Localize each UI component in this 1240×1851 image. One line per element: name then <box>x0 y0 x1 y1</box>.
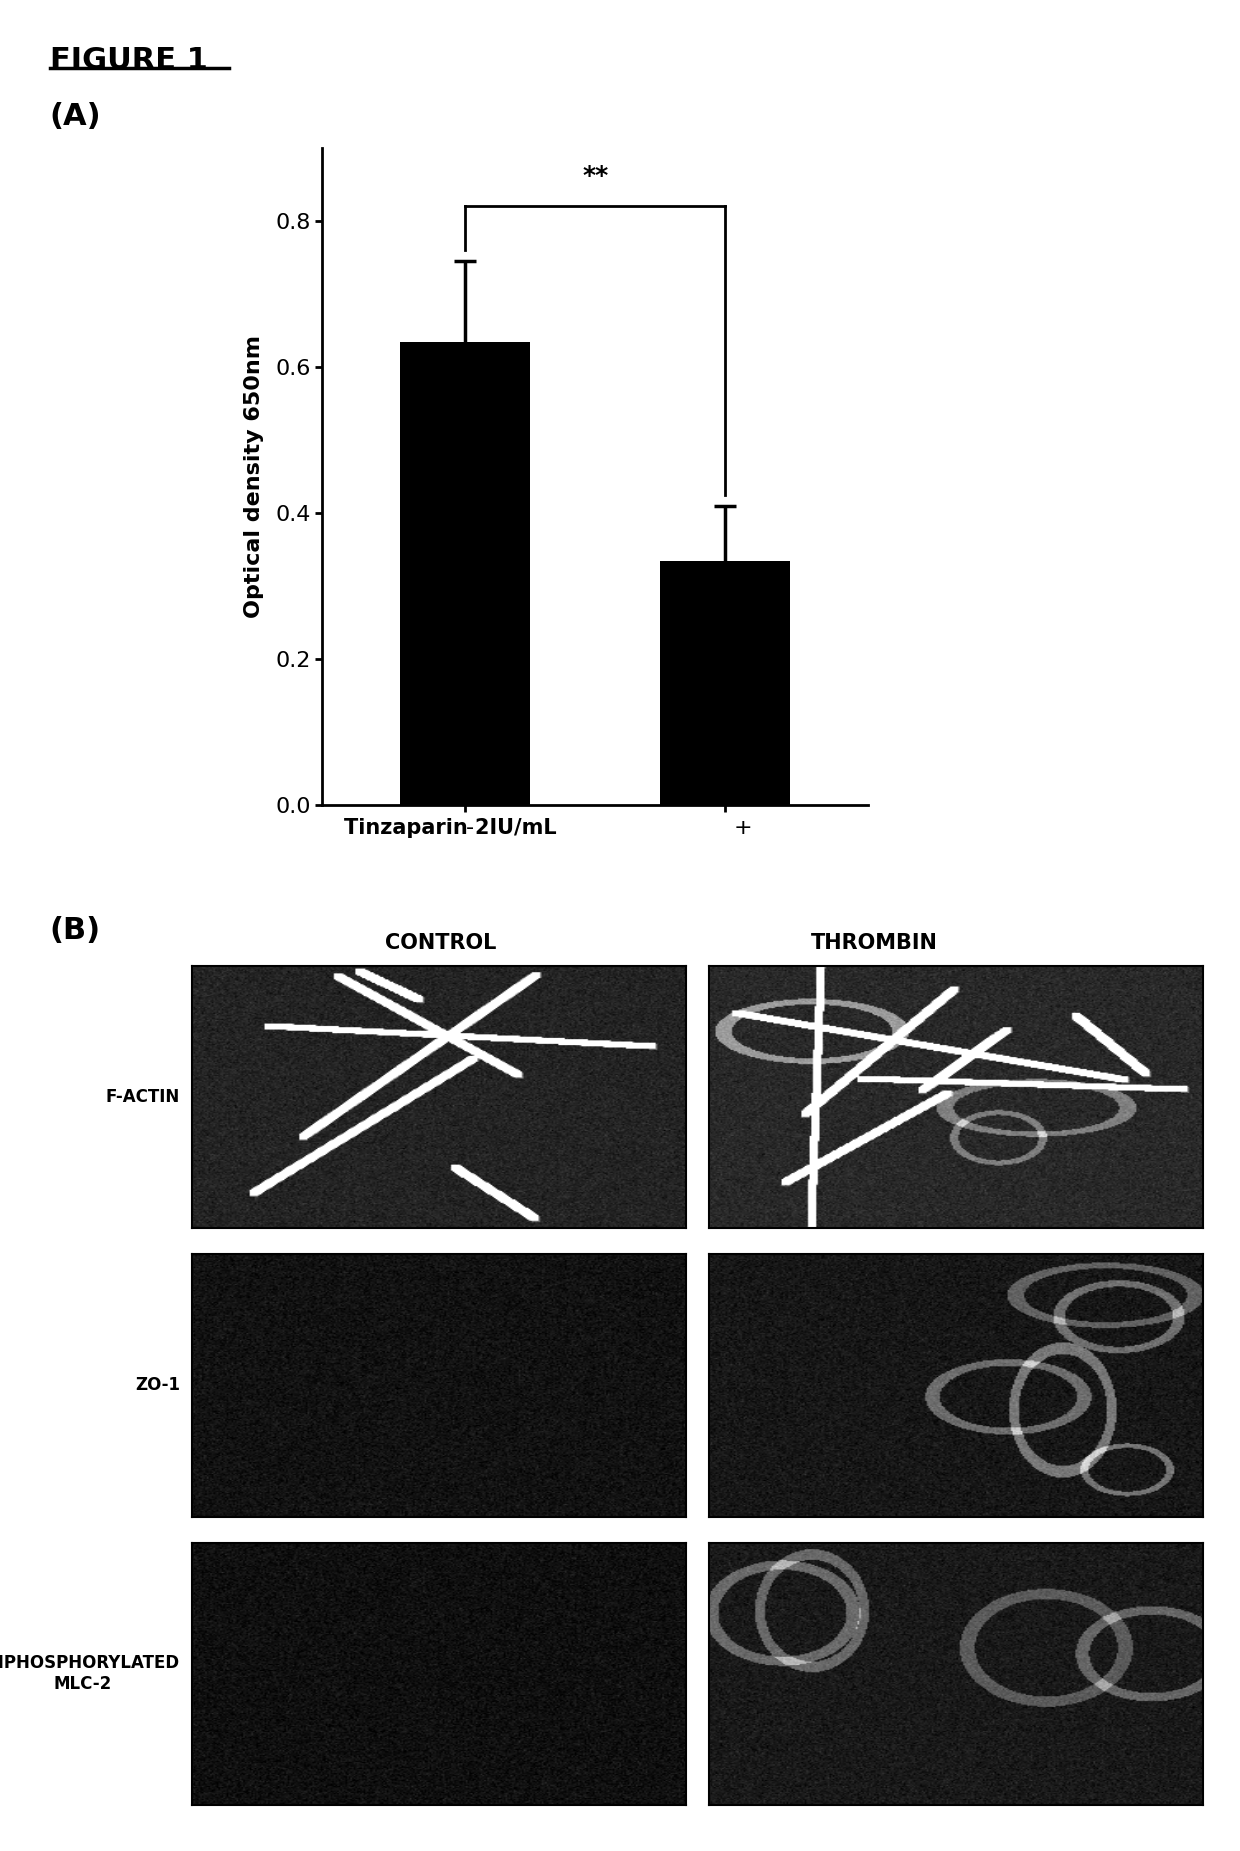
Text: THROMBIN: THROMBIN <box>811 933 937 953</box>
Text: (B): (B) <box>50 916 100 946</box>
Text: FIGURE 1: FIGURE 1 <box>50 46 207 76</box>
Text: (A): (A) <box>50 102 102 131</box>
Text: -: - <box>466 818 474 839</box>
Text: Tinzaparin 2IU/mL: Tinzaparin 2IU/mL <box>345 818 557 839</box>
Text: +: + <box>733 818 751 839</box>
Text: **: ** <box>582 165 609 189</box>
Text: DIPHOSPHORYLATED
MLC-2: DIPHOSPHORYLATED MLC-2 <box>0 1655 180 1694</box>
Text: F-ACTIN: F-ACTIN <box>105 1088 180 1107</box>
Text: ZO-1: ZO-1 <box>135 1377 180 1394</box>
Text: CONTROL: CONTROL <box>384 933 496 953</box>
Bar <box>401 342 531 805</box>
Bar <box>660 561 790 805</box>
Y-axis label: Optical density 650nm: Optical density 650nm <box>244 335 264 618</box>
